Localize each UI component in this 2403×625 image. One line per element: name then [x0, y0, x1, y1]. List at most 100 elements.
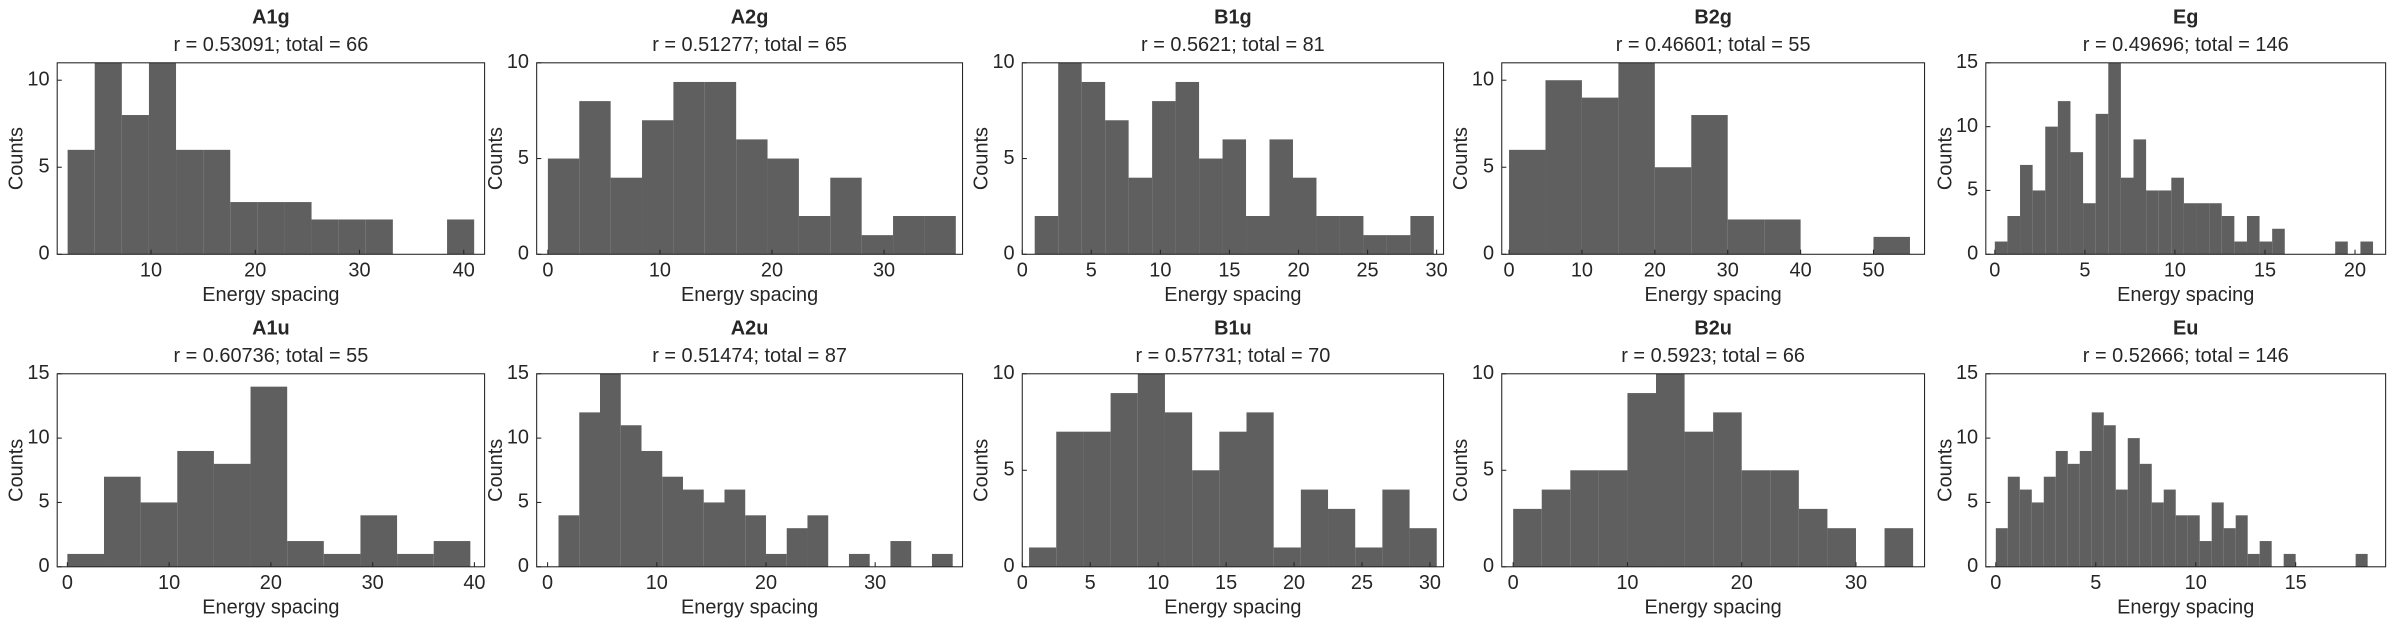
x-tick-label: 15 [1218, 259, 1240, 281]
bar [579, 101, 611, 255]
bar [798, 215, 831, 255]
axes-box [536, 373, 964, 568]
bar [2108, 62, 2121, 255]
x-tick-label: 5 [2090, 572, 2101, 594]
y-tick-label: 0 [1483, 243, 1494, 265]
bar [2175, 515, 2188, 567]
x-tick-label: 0 [1503, 259, 1514, 281]
bar [861, 235, 894, 255]
bar [1081, 81, 1106, 255]
bar [1152, 101, 1176, 255]
bar [703, 502, 725, 567]
bar [433, 541, 471, 567]
y-tick-label: 5 [1483, 459, 1494, 481]
y-tick-label: 10 [1472, 68, 1494, 90]
panel-subtitle: r = 0.52666; total = 146 [2083, 345, 2289, 367]
x-tick-label: 20 [260, 572, 282, 594]
panel-title: Eg [2173, 7, 2198, 29]
bar [1382, 489, 1410, 567]
bar [2223, 528, 2236, 567]
bar [830, 177, 862, 255]
x-tick-label: 40 [1790, 259, 1812, 281]
bar [2183, 203, 2197, 255]
bar [2283, 553, 2296, 567]
panel-subtitle: r = 0.51474; total = 87 [652, 345, 847, 367]
axes-box [56, 62, 486, 255]
bar [2146, 190, 2159, 255]
y-tick-label: 15 [27, 362, 49, 384]
y-axis-label: Counts [971, 127, 993, 190]
panel-title: B1g [1214, 7, 1252, 29]
x-tick-label: 30 [1419, 572, 1441, 594]
x-tick-label: 20 [1644, 259, 1666, 281]
x-tick-label: 10 [1571, 259, 1593, 281]
x-axis-label: Energy spacing [1645, 284, 1782, 306]
bar [600, 373, 621, 567]
bar [558, 515, 580, 567]
x-tick-label: 40 [453, 259, 475, 281]
x-tick-label: 30 [362, 572, 384, 594]
x-axis-label: Energy spacing [681, 284, 818, 306]
bar [2031, 502, 2044, 567]
x-tick-label: 30 [348, 259, 370, 281]
bar [1618, 62, 1655, 255]
x-tick-label: 10 [1147, 572, 1169, 594]
x-tick-label: 20 [755, 572, 777, 594]
bar [1246, 412, 1274, 567]
y-tick-label: 5 [518, 491, 529, 513]
y-axis-label: Counts [1934, 127, 1956, 190]
x-tick-label: 20 [244, 259, 266, 281]
bar [1409, 528, 1437, 567]
bar [1570, 470, 1599, 567]
x-tick-label: 20 [2344, 259, 2366, 281]
bar [323, 553, 361, 567]
bar [1541, 489, 1571, 567]
bar [1034, 215, 1059, 255]
panel-subtitle: r = 0.57731; total = 70 [1136, 345, 1331, 367]
y-tick-label: 0 [1004, 243, 1015, 265]
x-tick-label: 20 [1731, 572, 1753, 594]
bar [2067, 463, 2080, 567]
bar [2259, 541, 2272, 567]
bar [2171, 177, 2184, 255]
x-tick-label: 25 [1351, 572, 1373, 594]
bar [177, 450, 214, 567]
bar [1137, 373, 1165, 567]
x-tick-label: 0 [1508, 572, 1519, 594]
y-tick-label: 10 [507, 426, 529, 448]
bar [1741, 470, 1771, 567]
bar [1029, 547, 1057, 567]
bar [2032, 190, 2046, 255]
x-tick-label: 10 [649, 259, 671, 281]
x-tick-label: 20 [761, 259, 783, 281]
bar [1363, 235, 1387, 255]
x-tick-label: 50 [1862, 259, 1884, 281]
x-tick-label: 10 [158, 572, 180, 594]
bar [2045, 126, 2058, 255]
bar [2115, 489, 2128, 567]
x-tick-label: 5 [1086, 259, 1097, 281]
x-axis-label: Energy spacing [202, 596, 339, 618]
y-tick-label: 0 [1967, 243, 1978, 265]
panel-title: A2u [731, 318, 769, 340]
x-axis-label: Energy spacing [2117, 284, 2254, 306]
x-tick-label: 10 [646, 572, 668, 594]
axes-box [56, 373, 486, 568]
y-tick-label: 5 [38, 491, 49, 513]
x-tick-label: 30 [1717, 259, 1739, 281]
bar [579, 412, 601, 567]
bar [642, 120, 674, 255]
y-tick-label: 0 [38, 555, 49, 577]
x-tick-label: 15 [2285, 572, 2307, 594]
panel-title: Eu [2173, 318, 2198, 340]
x-tick-label: 10 [1616, 572, 1638, 594]
bar [2057, 101, 2071, 255]
x-tick-label: 40 [463, 572, 485, 594]
y-tick-label: 10 [992, 51, 1014, 73]
bar [67, 149, 95, 255]
bar [2211, 502, 2224, 567]
bar [2209, 203, 2222, 255]
y-tick-label: 5 [1967, 179, 1978, 201]
bar [1355, 547, 1383, 567]
y-tick-label: 5 [38, 156, 49, 178]
